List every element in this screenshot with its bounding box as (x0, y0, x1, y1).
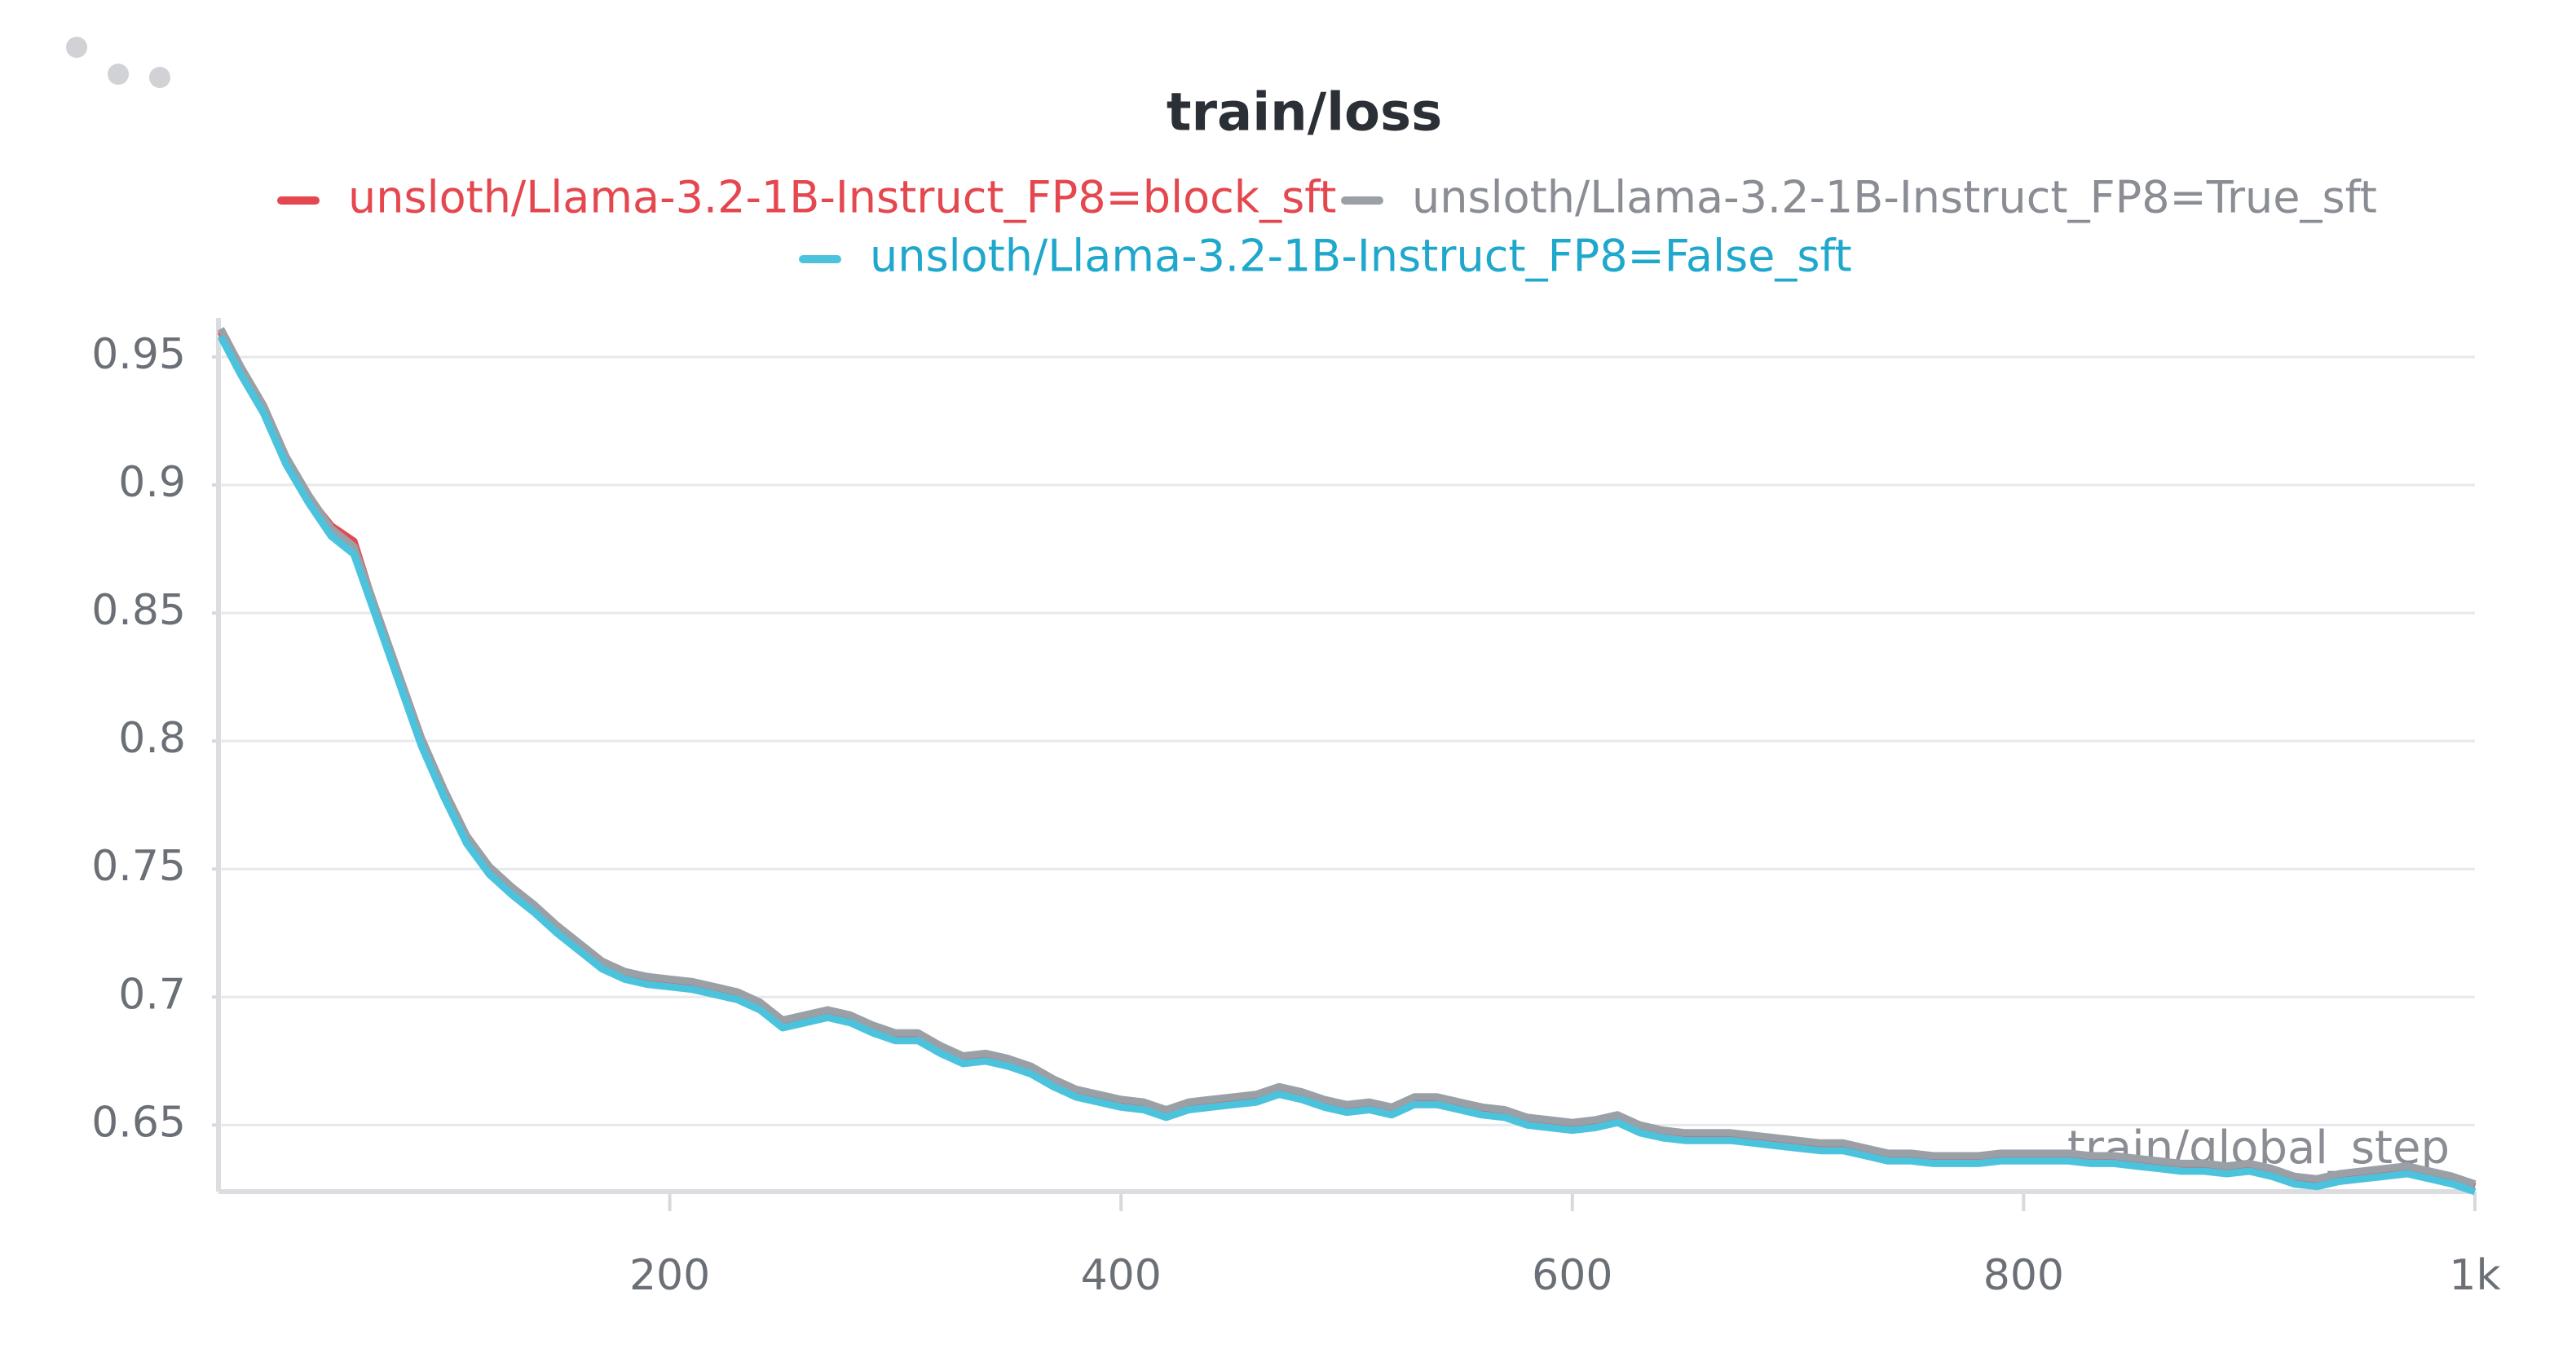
x-tick-label: 600 (1532, 1251, 1612, 1300)
chart-title: train/loss (1167, 83, 1442, 143)
legend-label: unsloth/Llama-3.2-1B-Instruct_FP8=block_… (348, 172, 1336, 223)
menu-dot[interactable] (149, 67, 170, 88)
y-tick-label: 0.75 (91, 842, 186, 891)
y-tick-label: 0.8 (118, 714, 186, 763)
series-line (217, 327, 2477, 1188)
y-tick-label: 0.9 (118, 458, 186, 507)
y-tick-label: 0.85 (91, 586, 186, 635)
y-tick-label: 0.65 (91, 1098, 186, 1147)
menu-dot[interactable] (66, 37, 87, 58)
series-line (217, 329, 2477, 1190)
series-line (217, 334, 2477, 1196)
y-tick-label: 0.95 (91, 330, 186, 379)
x-tick-label: 400 (1081, 1251, 1162, 1300)
legend-label: unsloth/Llama-3.2-1B-Instruct_FP8=True_s… (1412, 172, 2377, 223)
x-tick-label: 1k (2449, 1251, 2500, 1300)
y-tick-label: 0.7 (118, 970, 186, 1019)
legend-label: unsloth/Llama-3.2-1B-Instruct_FP8=False_… (870, 231, 1852, 282)
menu-dot[interactable] (108, 64, 129, 85)
x-tick-label: 200 (629, 1251, 710, 1300)
x-tick-label: 800 (1983, 1251, 2064, 1300)
